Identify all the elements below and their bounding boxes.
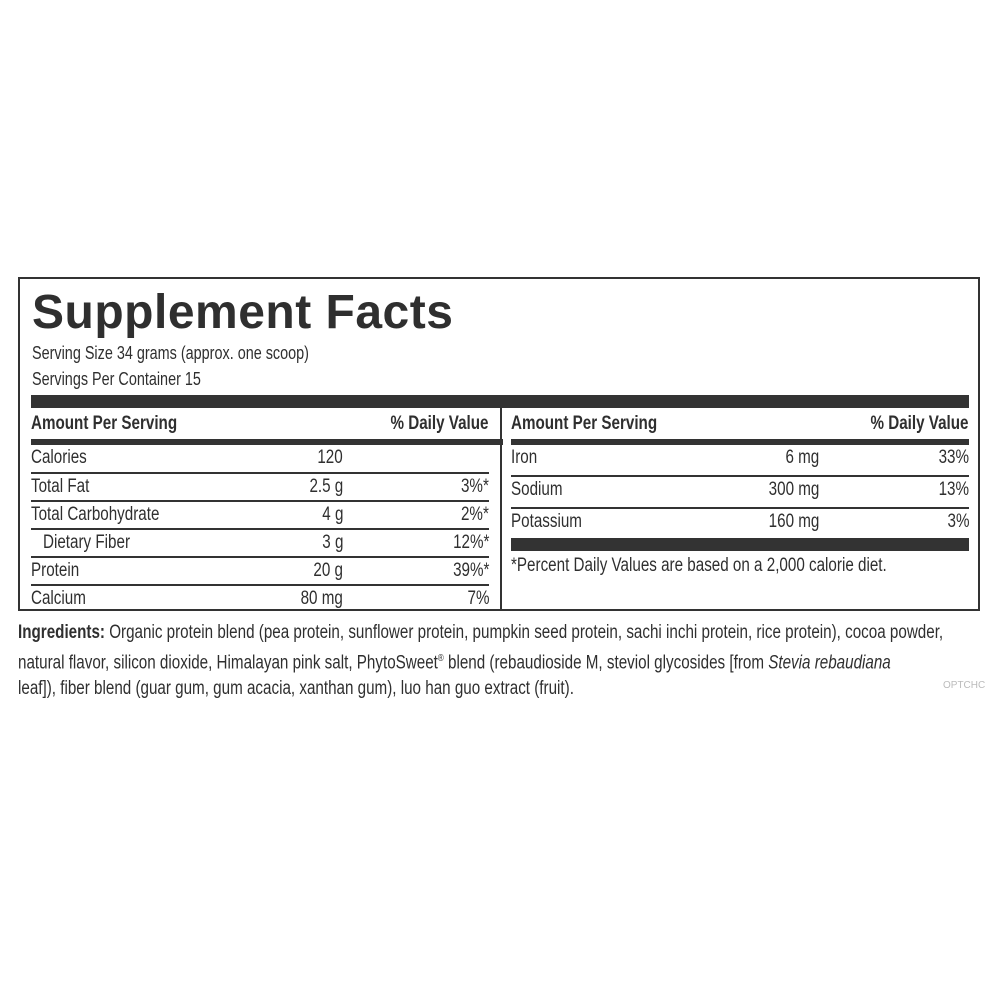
- nutrient-amount: 300 mg: [768, 479, 819, 500]
- nutrient-name: Iron: [511, 447, 538, 468]
- nutrient-row: Calories 120: [31, 445, 503, 473]
- ingredients-line: leaf]), fiber blend (guar gum, gum acaci…: [18, 678, 574, 700]
- registered-mark: ®: [437, 653, 444, 664]
- header-amount: Amount Per Serving: [511, 413, 658, 434]
- nutrient-name: Dietary Fiber: [43, 532, 130, 553]
- nutrient-name: Total Carbohydrate: [31, 504, 160, 525]
- nutrient-row: Potassium 160 mg 3%: [511, 509, 969, 537]
- header-daily-value: % Daily Value: [390, 413, 489, 434]
- nutrient-daily-value: 7%: [467, 588, 489, 609]
- nutrient-name: Potassium: [511, 511, 582, 532]
- nutrient-row: Iron 6 mg 33%: [511, 445, 969, 473]
- nutrient-name: Total Fat: [31, 476, 90, 497]
- nutrient-daily-value: 39%*: [452, 560, 489, 581]
- ingredients-italic: Stevia rebaudiana: [768, 652, 891, 674]
- serving-size: Serving Size 34 grams (approx. one scoop…: [32, 343, 309, 363]
- row-divider: [511, 475, 969, 477]
- header-amount: Amount Per Serving: [31, 413, 178, 434]
- nutrient-amount: 160 mg: [768, 511, 819, 532]
- nutrient-row: Sodium 300 mg 13%: [511, 477, 969, 505]
- servings-per-container: Servings Per Container 15: [32, 369, 201, 389]
- header-daily-value: % Daily Value: [870, 413, 969, 434]
- nutrient-row: Total Carbohydrate 4 g 2%*: [31, 502, 503, 530]
- nutrient-amount: 20 g: [313, 560, 343, 581]
- supplement-facts-panel: Supplement Facts Serving Size 34 grams (…: [18, 277, 980, 611]
- nutrient-daily-value: 2%*: [461, 504, 489, 525]
- panel-title: Supplement Facts: [32, 286, 454, 339]
- row-divider: [31, 556, 489, 558]
- nutrient-amount: 3 g: [321, 532, 343, 553]
- ingredients-label: Ingredients:: [18, 622, 105, 643]
- nutrient-name: Protein: [31, 560, 80, 581]
- ingredients-line: Organic protein blend (pea protein, sunf…: [104, 622, 944, 643]
- nutrient-name: Calcium: [31, 588, 86, 609]
- nutrient-amount: 120: [317, 447, 343, 468]
- ingredients-line: natural flavor, silicon dioxide, Himalay…: [18, 652, 438, 674]
- row-divider: [31, 500, 489, 502]
- nutrient-row: Dietary Fiber 3 g 12%*: [31, 530, 503, 558]
- nutrient-daily-value: 3%: [947, 511, 969, 532]
- nutrient-daily-value: 13%: [938, 479, 969, 500]
- row-divider: [31, 528, 489, 530]
- nutrient-daily-value: 3%*: [461, 476, 489, 497]
- nutrient-amount: 6 mg: [785, 447, 819, 468]
- row-divider: [31, 472, 489, 474]
- nutrient-amount: 80 mg: [300, 588, 343, 609]
- nutrient-row: Calcium 80 mg 7%: [31, 586, 503, 614]
- row-divider: [511, 507, 969, 509]
- nutrient-name: Calories: [31, 447, 87, 468]
- nutrient-row: Protein 20 g 39%*: [31, 558, 503, 586]
- row-divider: [31, 584, 489, 586]
- thick-divider: [31, 395, 969, 408]
- ingredients: Ingredients: Organic protein blend (pea …: [18, 620, 1000, 702]
- thick-divider: [511, 538, 969, 551]
- ingredients-line: blend (rebaudioside M, steviol glycoside…: [443, 652, 769, 674]
- nutrient-amount: 2.5 g: [309, 476, 343, 497]
- product-code: OPTCHC: [943, 680, 986, 691]
- nutrient-daily-value: 12%*: [452, 532, 489, 553]
- column-divider: [500, 408, 502, 611]
- header-divider: [31, 439, 503, 445]
- nutrient-daily-value: 33%: [938, 447, 969, 468]
- header-divider: [511, 439, 969, 445]
- nutrient-row: Total Fat 2.5 g 3%*: [31, 474, 503, 502]
- nutrient-name: Sodium: [511, 479, 563, 500]
- footnote: *Percent Daily Values are based on a 2,0…: [511, 555, 887, 576]
- nutrient-amount: 4 g: [321, 504, 343, 525]
